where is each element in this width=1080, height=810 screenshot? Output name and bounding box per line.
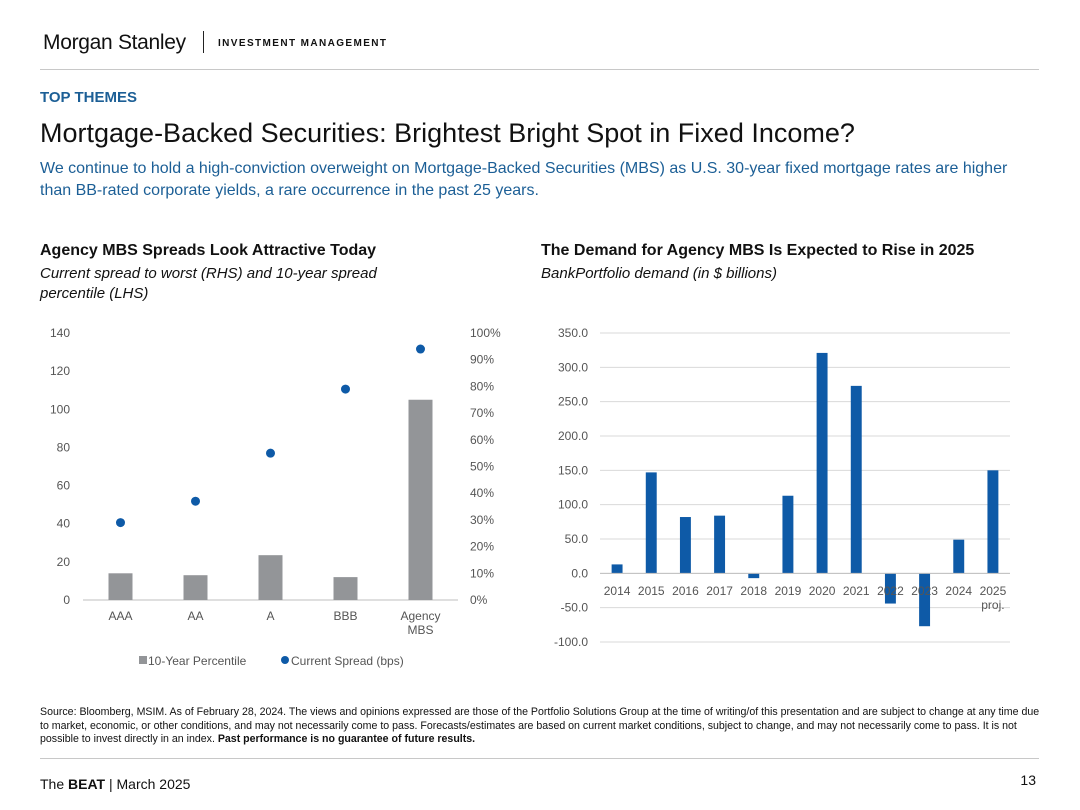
header-divider (40, 69, 1039, 70)
left-axis-tick-label: 20 (57, 555, 71, 569)
legend-label-spread: Current Spread (bps) (291, 654, 404, 668)
right-axis-tick-label: 80% (470, 379, 494, 393)
bar-percentile (333, 577, 358, 600)
bar-percentile (108, 573, 133, 600)
x-axis-category-label: 2017 (706, 584, 733, 598)
bar-demand (748, 573, 760, 579)
left-axis-tick-label: 140 (50, 326, 70, 340)
right-axis-tick-label: 90% (470, 353, 494, 367)
y-axis-tick-label: -50.0 (561, 601, 589, 615)
x-axis-category-label: A (266, 609, 274, 623)
x-axis-category-label: Agency MBS (400, 609, 440, 637)
dot-current-spread (341, 384, 350, 394)
chart-left-title: Agency MBS Spreads Look Attractive Today (40, 242, 377, 259)
x-axis-category-label: 2015 (638, 584, 665, 598)
x-axis-category-label: BBB (333, 609, 357, 623)
dot-current-spread (266, 448, 275, 458)
page-title: Mortgage-Backed Securities: Brightest Br… (40, 118, 855, 148)
footer-publication: The BEAT | March 2025 (40, 776, 190, 792)
right-axis-tick-label: 60% (470, 433, 494, 447)
chart-agency-mbs-demand: -100.0 -50.0 0.0 50.0 100.0 150.0 200.0 250.0 30… (554, 326, 1010, 649)
x-axis-category-label: AAA (108, 609, 132, 623)
brand-unit-label: INVESTMENT MANAGEMENT (218, 38, 388, 49)
bar-demand (679, 517, 691, 574)
bar-percentile (408, 399, 433, 600)
right-axis-tick-label: 100% (470, 326, 501, 340)
legend-label-percentile: 10-Year Percentile (148, 654, 247, 668)
left-axis-tick-label: 100 (50, 402, 70, 416)
right-axis-tick-label: 10% (470, 566, 494, 580)
y-axis-tick-label: 0.0 (571, 566, 588, 580)
left-axis-tick-label: 60 (57, 479, 71, 493)
right-axis-tick-label: 0% (470, 593, 488, 607)
dot-current-spread (416, 344, 425, 354)
y-axis-tick-label: -100.0 (554, 635, 588, 649)
footer-prefix: The (40, 776, 69, 792)
x-axis-category-label: 2023 (911, 584, 938, 598)
x-axis-category-label: 2022 (877, 584, 904, 598)
bar-demand (816, 352, 828, 574)
y-axis-tick-label: 150.0 (558, 463, 588, 477)
bar-percentile (258, 555, 283, 600)
x-axis-category-label: 2021 (843, 584, 870, 598)
left-axis-tick-label: 40 (57, 517, 71, 531)
bar-percentile (183, 575, 208, 600)
bar-demand (953, 539, 965, 574)
right-axis-tick-label: 40% (470, 486, 494, 500)
footer-brand: BEAT (68, 776, 106, 792)
x-axis-category-label: 2016 (672, 584, 699, 598)
brand-logo: Morgan Stanley (43, 31, 186, 54)
right-axis-tick-label: 50% (470, 460, 494, 474)
chart-right-title: The Demand for Agency MBS Is Expected to… (541, 242, 975, 259)
x-axis-category-label: 2019 (775, 584, 802, 598)
right-axis-tick-label: 30% (470, 513, 494, 527)
x-axis-category-label: 2024 (945, 584, 972, 598)
left-axis-tick-label: 80 (57, 440, 71, 454)
y-axis-tick-label: 100.0 (558, 498, 588, 512)
dot-current-spread (191, 496, 200, 506)
bar-demand (884, 573, 896, 604)
dot-current-spread (116, 518, 125, 528)
y-axis-tick-label: 300.0 (558, 360, 588, 374)
bar-demand (850, 385, 862, 574)
brand-separator (203, 31, 204, 53)
footer-date: | March 2025 (105, 776, 191, 792)
bar-demand (987, 470, 999, 574)
footer-divider (40, 758, 1039, 759)
x-axis-category-label: 2014 (604, 584, 631, 598)
bar-demand (645, 472, 657, 574)
section-label: TOP THEMES (40, 89, 137, 106)
y-axis-tick-label: 250.0 (558, 395, 588, 409)
page-number: 13 (1020, 772, 1036, 788)
y-axis-tick-label: 50.0 (565, 532, 589, 546)
x-axis-category-label: 2020 (809, 584, 836, 598)
x-axis-category-label: AA (187, 609, 203, 623)
legend-swatch-spread (281, 656, 289, 664)
chart-left-subtitle: Current spread to worst (RHS) and 10-yea… (40, 265, 377, 302)
bar-demand (919, 573, 931, 627)
chart-right-subtitle: BankPortfolio demand (in $ billions) (541, 265, 777, 282)
legend-swatch-percentile (139, 656, 147, 664)
x-axis-category-label: 2018 (740, 584, 767, 598)
bar-demand (714, 515, 726, 574)
right-axis-tick-label: 20% (470, 540, 494, 554)
left-axis-tick-label: 0 (63, 593, 70, 607)
y-axis-tick-label: 350.0 (558, 326, 588, 340)
left-axis-tick-label: 120 (50, 364, 70, 378)
chart-agency-mbs-spreads: 0 20 40 60 80 100 120 140 0% 10% 20% 30% 40% 50% 60% 70… (50, 326, 501, 668)
footnote-text: Source: Bloomberg, MSIM. As of February … (40, 706, 1040, 745)
page-subtitle: We continue to hold a high-conviction ov… (40, 160, 1008, 199)
source-footnote: Source: Bloomberg, MSIM. As of February … (40, 706, 1040, 747)
y-axis-tick-label: 200.0 (558, 429, 588, 443)
bar-demand (611, 564, 623, 574)
x-axis-category-label: 2025 proj. (980, 584, 1007, 612)
footnote-disclaimer: Past performance is no guarantee of futu… (217, 733, 476, 745)
bar-demand (782, 495, 794, 574)
right-axis-tick-label: 70% (470, 406, 494, 420)
